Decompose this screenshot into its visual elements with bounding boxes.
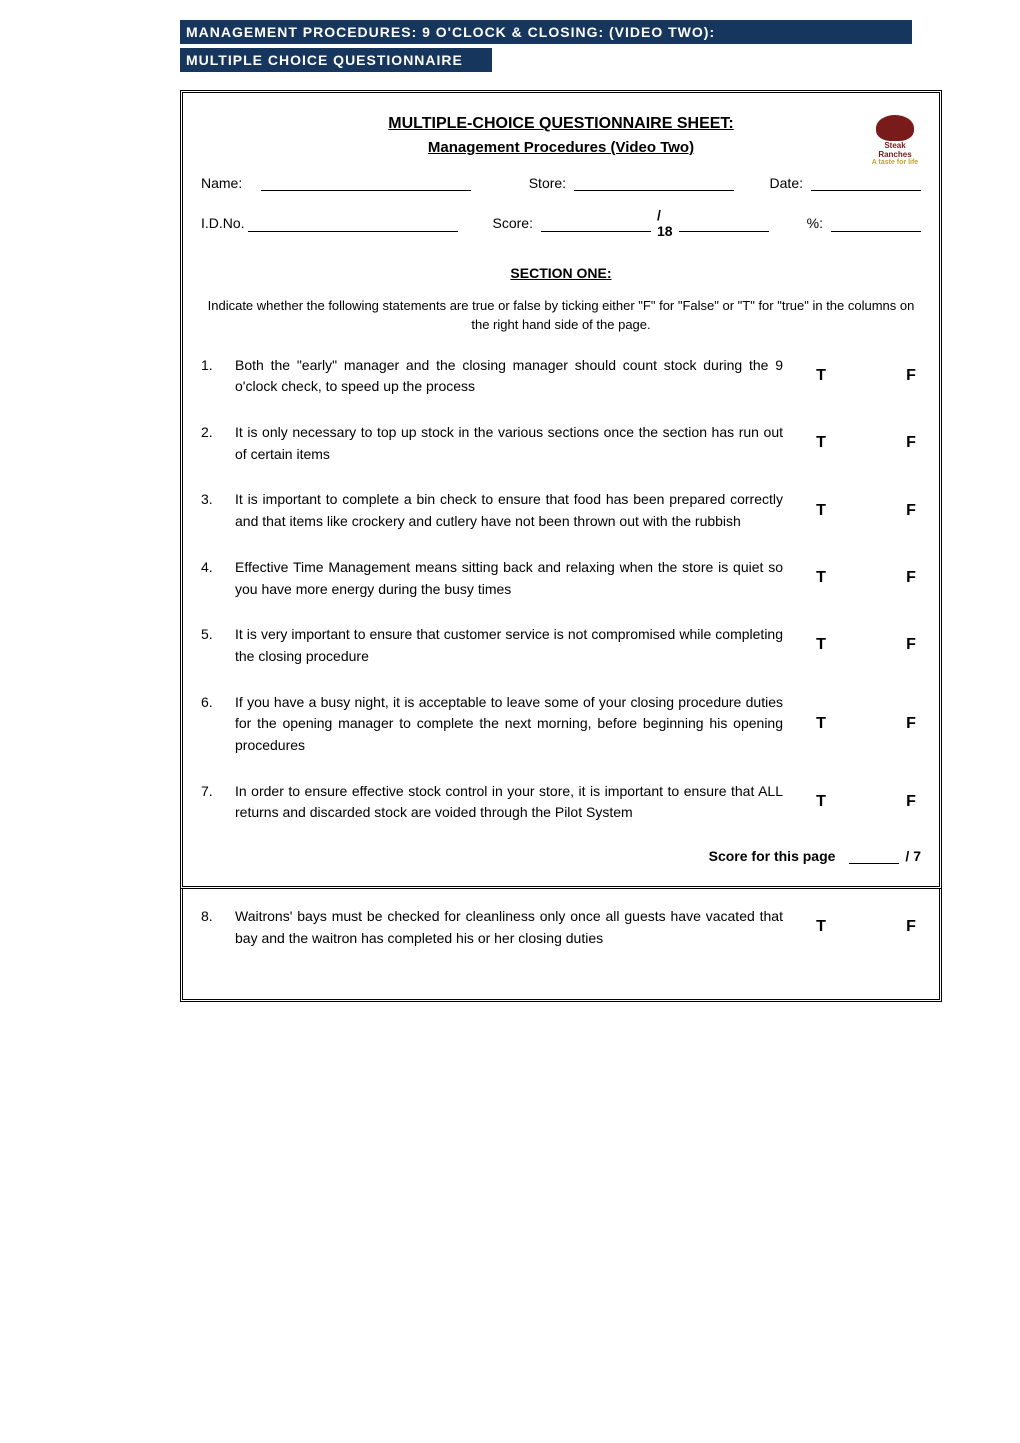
name-input-line[interactable] — [261, 174, 471, 191]
choice-true[interactable]: T — [811, 633, 831, 658]
score-out-of: / 18 — [651, 207, 679, 239]
page: MANAGEMENT PROCEDURES: 9 O'CLOCK & CLOSI… — [0, 0, 1020, 1042]
question-list-1: 1.Both the "early" manager and the closi… — [201, 355, 921, 824]
logo-icon — [876, 115, 914, 141]
pct-input-line[interactable] — [831, 215, 921, 232]
date-input-line[interactable] — [811, 174, 921, 191]
question-row: 2.It is only necessary to top up stock i… — [201, 422, 921, 465]
question-number: 5. — [201, 624, 235, 646]
title-bar: MANAGEMENT PROCEDURES: 9 O'CLOCK & CLOSI… — [180, 20, 912, 44]
choice-true[interactable]: T — [811, 499, 831, 524]
question-row: 7.In order to ensure effective stock con… — [201, 781, 921, 824]
score-for-page-row: Score for this page / 7 — [201, 848, 921, 864]
question-text: It is only necessary to top up stock in … — [235, 422, 811, 465]
choice-false[interactable]: F — [901, 364, 921, 389]
choice-true[interactable]: T — [811, 712, 831, 737]
question-number: 2. — [201, 422, 235, 444]
question-row: 5.It is very important to ensure that cu… — [201, 624, 921, 667]
choice-false[interactable]: F — [901, 712, 921, 737]
choice-true[interactable]: T — [811, 431, 831, 456]
sheet-title-text: MULTIPLE-CHOICE QUESTIONNAIRE SHEET: — [388, 115, 734, 132]
question-number: 7. — [201, 781, 235, 803]
question-text: If you have a busy night, it is acceptab… — [235, 692, 811, 757]
name-label: Name: — [201, 175, 261, 191]
id-label: I.D.No. — [201, 215, 248, 231]
page-score-out-of: / 7 — [905, 848, 921, 864]
id-input-line[interactable] — [248, 215, 458, 232]
questionnaire-box-2: 8.Waitrons' bays must be checked for cle… — [180, 888, 942, 1002]
question-row: 8.Waitrons' bays must be checked for cle… — [201, 906, 921, 949]
true-false-choices: TF — [811, 790, 921, 815]
true-false-choices: TF — [811, 431, 921, 456]
score-for-page-label: Score for this page — [709, 848, 836, 864]
store-label: Store: — [471, 175, 574, 191]
meta-row-2: I.D.No. Score: / 18 %: — [201, 207, 921, 239]
store-input-line[interactable] — [574, 174, 734, 191]
meta-row-1: Name: Store: Date: — [201, 174, 921, 191]
question-text: Waitrons' bays must be checked for clean… — [235, 906, 811, 949]
section-one-label: SECTION ONE — [510, 265, 606, 281]
section-one-heading: SECTION ONE: — [201, 265, 921, 281]
choice-true[interactable]: T — [811, 566, 831, 591]
section-one-colon: : — [607, 265, 612, 281]
score-denom-line — [679, 215, 769, 232]
question-text: Both the "early" manager and the closing… — [235, 355, 811, 398]
true-false-choices: TF — [811, 499, 921, 524]
score-label: Score: — [458, 215, 541, 231]
choice-false[interactable]: F — [901, 566, 921, 591]
question-list-2: 8.Waitrons' bays must be checked for cle… — [201, 906, 921, 949]
choice-true[interactable]: T — [811, 364, 831, 389]
sheet-subtitle: Management Procedures (Video Two) — [201, 139, 921, 156]
section-instructions: Indicate whether the following statement… — [201, 297, 921, 335]
date-label: Date: — [734, 175, 811, 191]
questionnaire-box-1: MULTIPLE-CHOICE QUESTIONNAIRE SHEET: Ste… — [180, 90, 942, 889]
question-row: 4.Effective Time Management means sittin… — [201, 557, 921, 600]
subtitle-bar: MULTIPLE CHOICE QUESTIONNAIRE — [180, 48, 492, 72]
choice-false[interactable]: F — [901, 633, 921, 658]
logo-text-line2: Ranches — [878, 151, 911, 159]
choice-false[interactable]: F — [901, 431, 921, 456]
true-false-choices: TF — [811, 633, 921, 658]
question-text: Effective Time Management means sitting … — [235, 557, 811, 600]
score-input-line[interactable] — [541, 215, 651, 232]
logo-tagline: A taste for life — [872, 159, 918, 166]
true-false-choices: TF — [811, 915, 921, 940]
choice-false[interactable]: F — [901, 499, 921, 524]
question-row: 1.Both the "early" manager and the closi… — [201, 355, 921, 398]
page-score-input-line[interactable] — [849, 849, 899, 864]
question-text: It is important to complete a bin check … — [235, 489, 811, 532]
question-row: 6.If you have a busy night, it is accept… — [201, 692, 921, 757]
choice-true[interactable]: T — [811, 915, 831, 940]
question-number: 8. — [201, 906, 235, 928]
question-number: 1. — [201, 355, 235, 377]
pct-label: %: — [769, 215, 831, 231]
choice-true[interactable]: T — [811, 790, 831, 815]
question-number: 6. — [201, 692, 235, 714]
sheet-title: MULTIPLE-CHOICE QUESTIONNAIRE SHEET: Ste… — [201, 115, 921, 133]
brand-logo: Steak Ranches A taste for life — [863, 111, 927, 169]
true-false-choices: TF — [811, 364, 921, 389]
choice-false[interactable]: F — [901, 915, 921, 940]
question-number: 4. — [201, 557, 235, 579]
question-number: 3. — [201, 489, 235, 511]
logo-text-line1: Steak — [884, 142, 905, 150]
choice-false[interactable]: F — [901, 790, 921, 815]
true-false-choices: TF — [811, 566, 921, 591]
question-text: In order to ensure effective stock contr… — [235, 781, 811, 824]
question-row: 3.It is important to complete a bin chec… — [201, 489, 921, 532]
true-false-choices: TF — [811, 712, 921, 737]
question-text: It is very important to ensure that cust… — [235, 624, 811, 667]
